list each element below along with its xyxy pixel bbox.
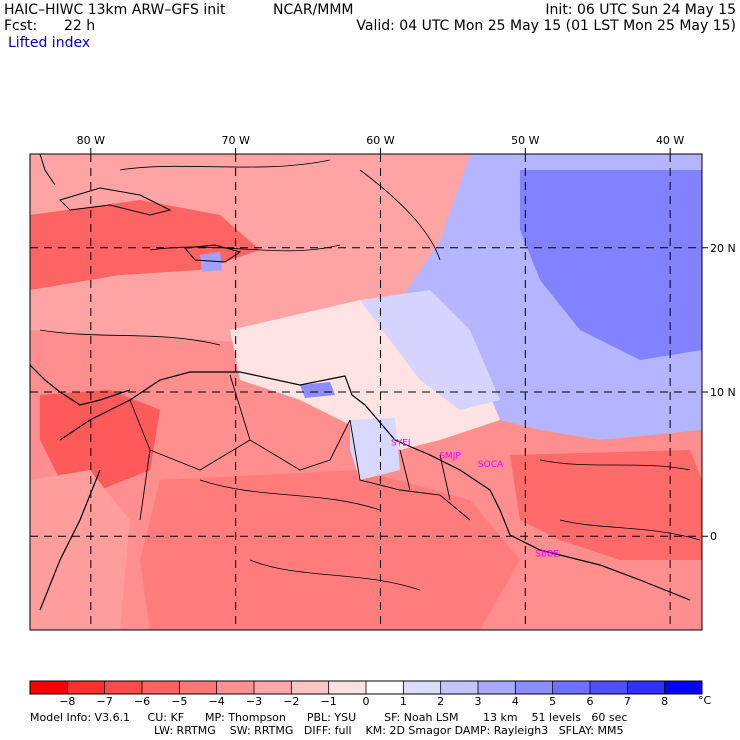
colorbar-swatch (590, 681, 628, 694)
org-label: NCAR/MMM (273, 2, 354, 18)
latitude-label: 10 N (710, 386, 736, 399)
longitude-label: 80 W (77, 134, 105, 147)
colorbar-label: 6 (587, 695, 594, 708)
colorbar-label: 0 (363, 695, 370, 708)
field-name: Lifted index (8, 35, 91, 51)
colorbar-swatch (515, 681, 554, 694)
colorbar-label: −4 (209, 695, 225, 708)
field-stable-core (520, 170, 702, 360)
colorbar-swatch (552, 681, 591, 694)
colorbar-label: 2 (437, 695, 444, 708)
country-borders (129, 374, 471, 521)
colorbar-label: 3 (475, 695, 482, 708)
map-frame (29, 153, 703, 631)
colorbar-swatch (142, 681, 180, 694)
longitude-label: 50 W (511, 134, 539, 147)
station-code: SOCA (478, 460, 504, 470)
colorbar-label: −8 (59, 695, 75, 708)
field-blue-patch-2 (200, 252, 222, 272)
colorbar-label: 1 (400, 695, 407, 708)
colorbar-swatch (67, 681, 106, 694)
colorbar-swatch (179, 681, 218, 694)
station-code: SMJP (439, 451, 461, 461)
longitude-label: 70 W (221, 134, 249, 147)
field-blue-patch-1 (300, 382, 335, 398)
colorbar-label: −7 (97, 695, 113, 708)
colorbar-swatch (328, 681, 367, 694)
colorbar-swatch (291, 681, 330, 694)
field-blue-patch-3 (350, 418, 400, 480)
field-unstable-colombia (40, 390, 160, 490)
colorbar-label: 8 (661, 695, 668, 708)
init-time: Init: 06 UTC Sun 24 May 15 (545, 2, 736, 18)
colorbar-swatch (478, 681, 516, 694)
station-code: SYEI (391, 438, 411, 448)
valid-time: Valid: 04 UTC Mon 25 May 15 (01 LST Mon … (356, 18, 736, 34)
forecast-label: Fcst: (4, 18, 38, 34)
field-light-pacific (30, 470, 130, 630)
field-unstable-south (140, 470, 520, 630)
latitude-labels: 20 N 10 N 0 (710, 242, 736, 543)
colorbar-label: −5 (171, 695, 187, 708)
colorbar-swatch (440, 681, 479, 694)
colorbar-label: 7 (624, 695, 631, 708)
colorbar-swatch (104, 681, 143, 694)
colorbar-unit: °C (698, 694, 712, 707)
colorbar-swatch (403, 681, 442, 694)
colorbar-label: −1 (321, 695, 337, 708)
longitude-labels: 80 W 70 W 60 W 50 W 40 W (77, 134, 685, 147)
colorbar-swatch (627, 681, 666, 694)
colorbar-swatch (366, 681, 404, 694)
colorbar: −8 −7 −6 −5 −4 −3 −2 −1 0 1 2 3 4 5 6 7 8 (29, 680, 703, 708)
model-info-line1: Model Info: V3.6.1 CU: KF MP: Thompson P… (30, 711, 628, 724)
model-info-line2: LW: RRTMG SW: RRTMG DIFF: full KM: 2D Sm… (154, 724, 624, 737)
colorbar-label: −3 (246, 695, 262, 708)
forecast-hour: 22 h (64, 18, 96, 34)
colorbar-swatch (30, 681, 68, 694)
contour-lines (39, 159, 701, 591)
coastline-central-america (30, 364, 131, 406)
graticule (30, 148, 708, 630)
station-labels: SYEI SMJP SOCA SBBE (391, 438, 559, 559)
longitude-label: 60 W (366, 134, 394, 147)
colorbar-label: −6 (134, 695, 150, 708)
coastline-cuba (59, 187, 172, 216)
longitude-label: 40 W (656, 134, 684, 147)
colorbar-label: −2 (283, 695, 299, 708)
colorbar-swatch (664, 681, 703, 694)
colorbar-label: 5 (549, 695, 556, 708)
latitude-label: 0 (710, 530, 717, 543)
colorbar-swatch (254, 681, 292, 694)
model-title: HAIC–HIWC 13km ARW–GFS init (4, 2, 226, 18)
colorbar-swatch (216, 681, 255, 694)
station-code: SBBE (535, 549, 559, 559)
latitude-label: 20 N (710, 242, 736, 255)
field-unstable-amazon (510, 450, 702, 560)
coastline-pacific (39, 469, 101, 611)
field-stable-light (360, 290, 500, 410)
coastline-hispaniola (184, 244, 242, 263)
coastline-florida (39, 154, 56, 186)
colorbar-label: 4 (512, 695, 519, 708)
